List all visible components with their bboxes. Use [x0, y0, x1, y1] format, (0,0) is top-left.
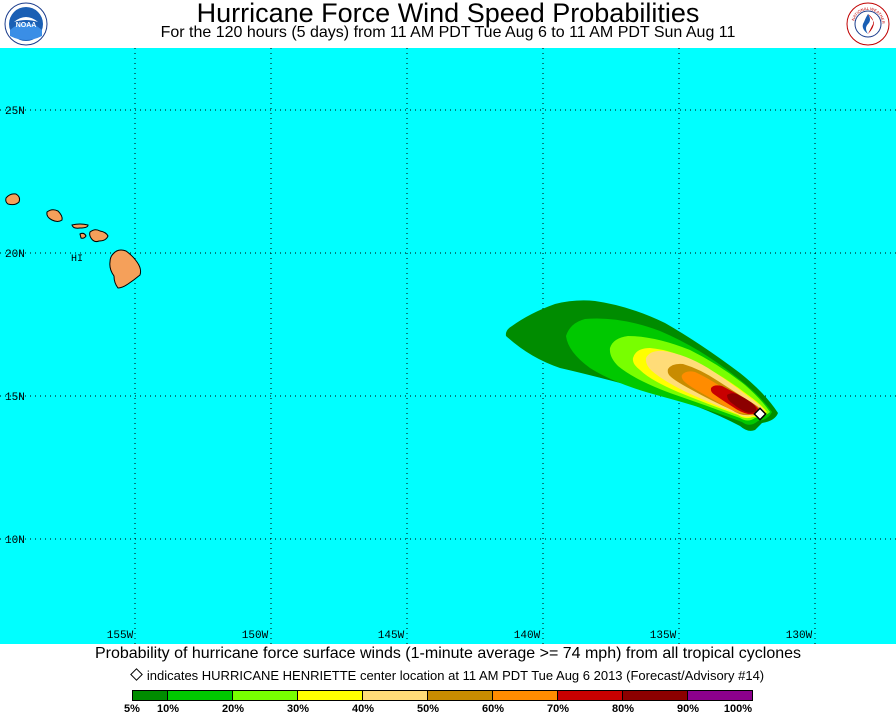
island-kauai — [5, 193, 21, 206]
footer: Probability of hurricane force surface w… — [0, 644, 896, 716]
legend-tick-label: 5% — [124, 703, 140, 715]
longitude-labels: 155W 150W 145W 140W 135W 130W — [107, 630, 813, 642]
legend-tick-label: 10% — [156, 703, 180, 715]
island-lanai — [79, 232, 87, 239]
legend-swatch — [493, 690, 558, 701]
lon-label-130w: 130W — [786, 630, 813, 642]
legend-tick-label: 60% — [481, 703, 505, 715]
legend-swatch — [233, 690, 298, 701]
lon-label-135w: 135W — [650, 630, 677, 642]
legend-tick-label: 40% — [351, 703, 375, 715]
legend-color-bar — [132, 690, 753, 701]
legend-tick-label: 100% — [723, 703, 753, 715]
legend-swatch — [688, 690, 753, 701]
label-hi: HI — [71, 254, 83, 265]
island-oahu — [46, 209, 63, 222]
header: NOAA Hurricane Force Wind Speed Probabil… — [0, 0, 896, 48]
lon-label-155w: 155W — [107, 630, 134, 642]
legend-swatch — [363, 690, 428, 701]
lat-label-15n: 15N — [5, 392, 25, 404]
legend-swatch — [298, 690, 363, 701]
lon-label-145w: 145W — [378, 630, 405, 642]
diamond-icon — [129, 668, 143, 681]
page-title: Hurricane Force Wind Speed Probabilities — [196, 0, 700, 28]
page-subtitle: For the 120 hours (5 days) from 11 AM PD… — [160, 24, 736, 41]
storm-center-marker — [753, 407, 767, 421]
hawaiian-islands: HI — [5, 193, 142, 289]
island-hawaii — [109, 249, 142, 289]
graticule — [0, 48, 896, 644]
island-maui — [89, 229, 109, 243]
lon-label-150w: 150W — [242, 630, 269, 642]
probability-legend: 5% 10% 20% 30% 40% 50% 60% 70% 80% 90% 100% — [124, 690, 754, 716]
probability-contours — [505, 300, 778, 431]
legend-tick-label: 50% — [416, 703, 440, 715]
legend-tick-label: 90% — [676, 703, 700, 715]
legend-tick-label: 20% — [221, 703, 245, 715]
lat-label-10n: 10N — [5, 535, 25, 547]
island-molokai — [71, 223, 89, 229]
lon-label-140w: 140W — [514, 630, 541, 642]
legend-swatch — [168, 690, 233, 701]
legend-swatch — [428, 690, 493, 701]
latitude-labels: 25N 20N 15N 10N — [5, 106, 25, 547]
map-caption: Probability of hurricane force surface w… — [94, 645, 802, 662]
nws-logo: NATIONAL WEATHER SERVICE — [845, 0, 890, 46]
legend-swatch — [132, 690, 168, 701]
lat-label-25n: 25N — [5, 106, 25, 118]
storm-indicator-text: indicates HURRICANE HENRIETTE center loc… — [146, 668, 765, 683]
legend-swatch — [623, 690, 688, 701]
map-canvas: HI 25N 20N 15N 10N 155W 150W 145W 140W 1… — [0, 48, 896, 644]
lat-label-20n: 20N — [5, 249, 25, 261]
noaa-logo: NOAA — [4, 2, 48, 46]
legend-swatch — [558, 690, 623, 701]
contour-80pct — [727, 393, 757, 413]
legend-tick-label: 30% — [286, 703, 310, 715]
storm-indicator-note: indicates HURRICANE HENRIETTE center loc… — [0, 668, 896, 684]
legend-tick-label: 70% — [546, 703, 570, 715]
noaa-logo-text: NOAA — [16, 22, 37, 29]
legend-tick-label: 80% — [611, 703, 635, 715]
probability-map: HI 25N 20N 15N 10N 155W 150W 145W 140W 1… — [0, 48, 896, 644]
